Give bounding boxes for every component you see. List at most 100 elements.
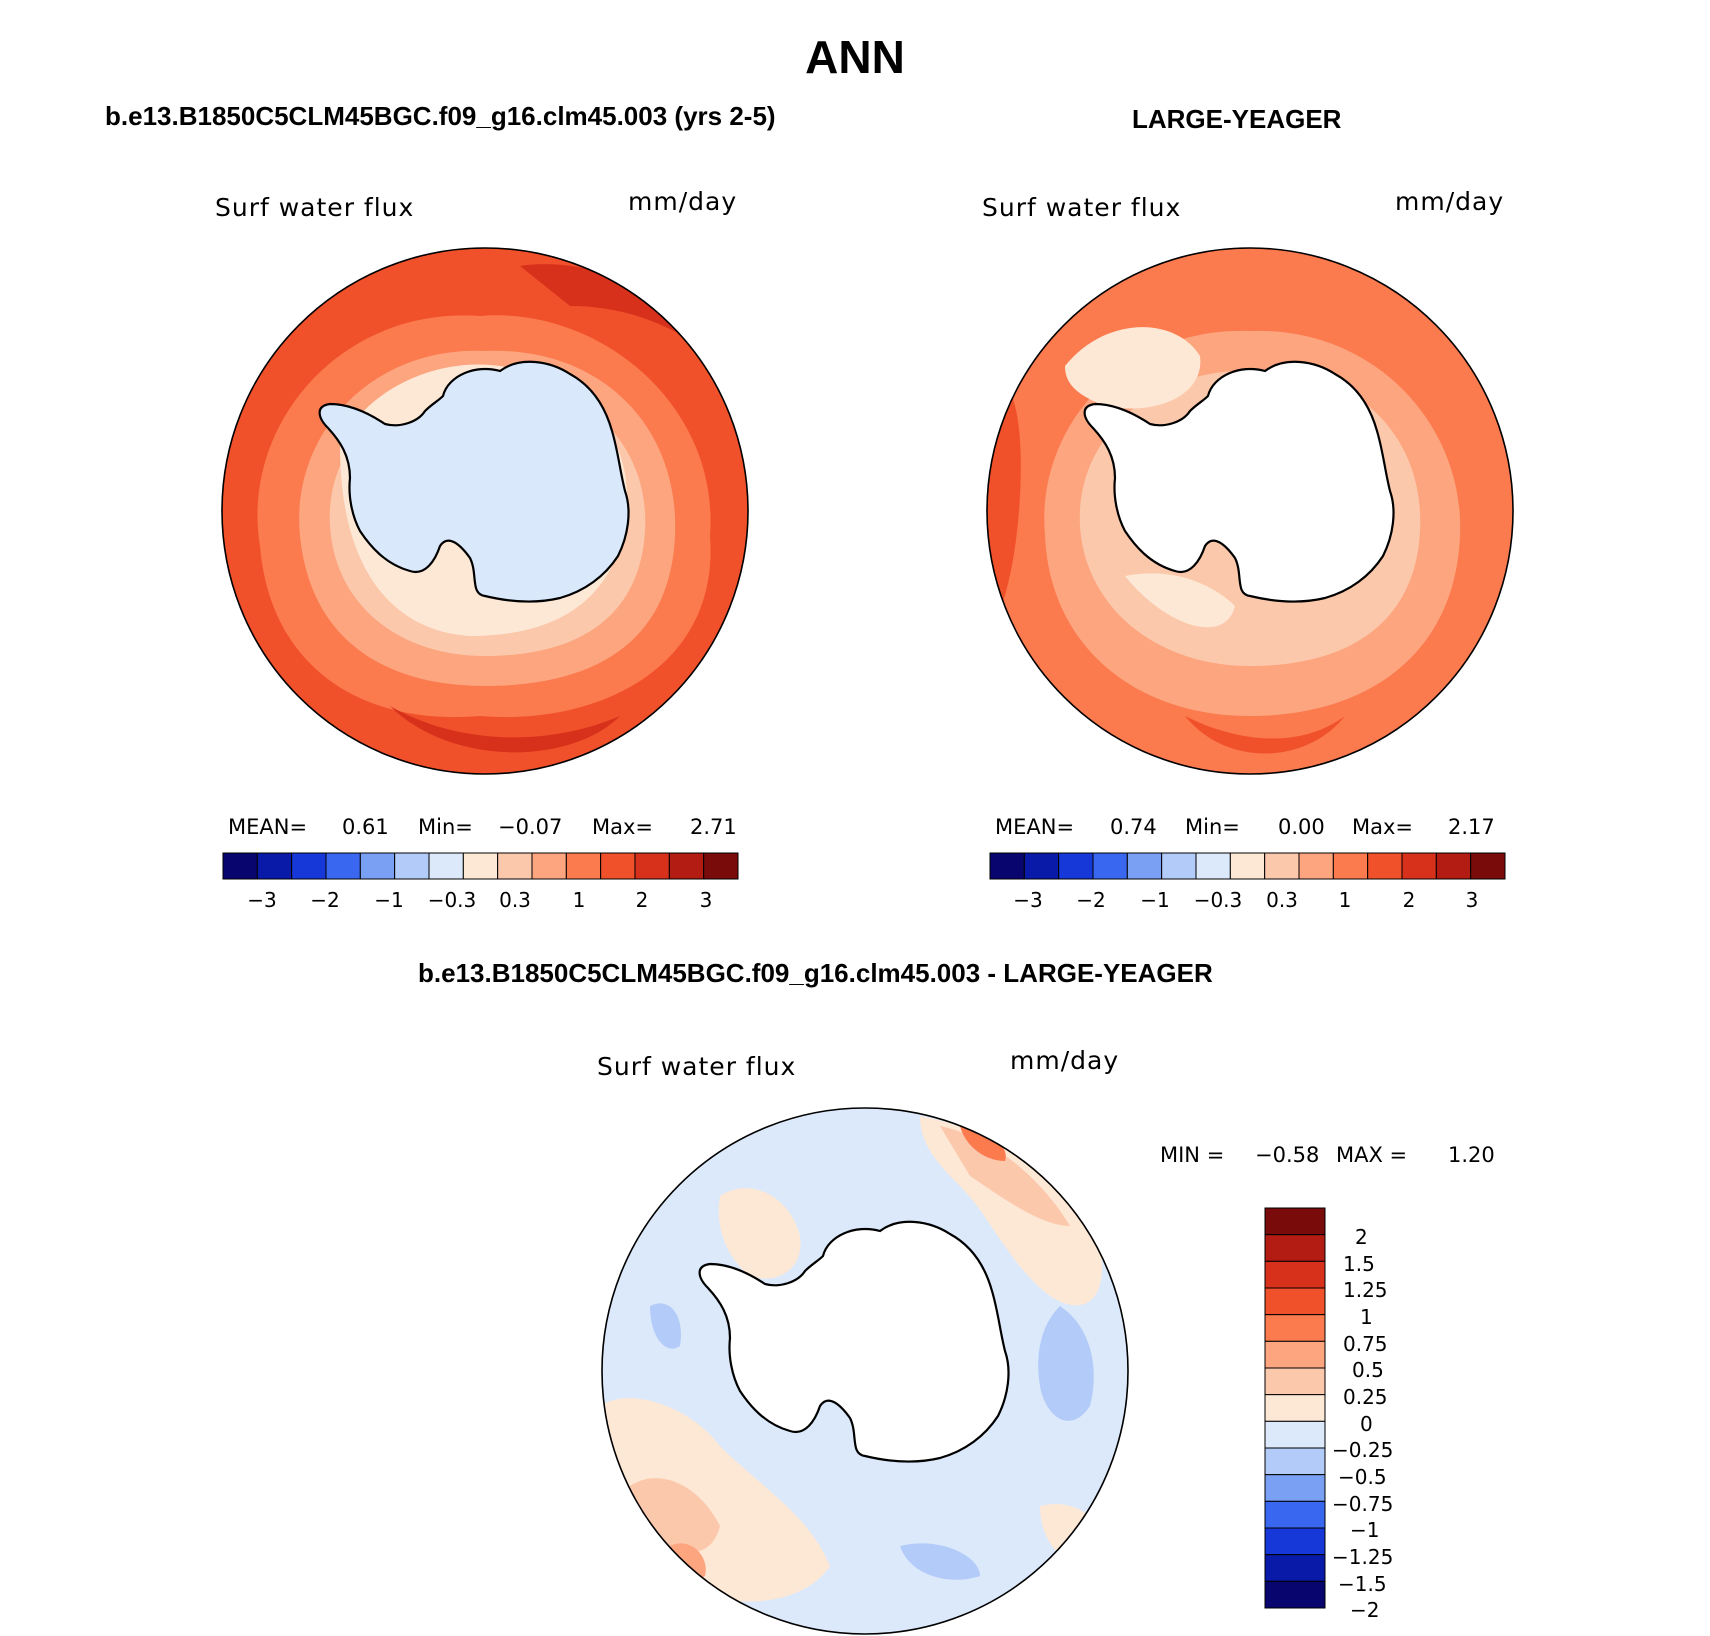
panel-2-colorbar xyxy=(989,852,1506,880)
panel-3-tick: −0.75 xyxy=(1332,1492,1394,1516)
panel-1-title: b.e13.B1850C5CLM45BGC.f09_g16.clm45.003 … xyxy=(105,101,776,131)
colorbar-segment xyxy=(1264,1580,1326,1609)
colorbar-segment xyxy=(1264,1367,1326,1396)
colorbar-segment xyxy=(1264,1527,1326,1556)
colorbar-segment xyxy=(1195,852,1231,880)
panel-1-variable: Surf water flux xyxy=(215,193,415,222)
panel-3-tick: 0.25 xyxy=(1343,1385,1388,1409)
colorbar-segment xyxy=(222,852,258,880)
antarctica-continent xyxy=(1083,360,1395,603)
panel-2-variable: Surf water flux xyxy=(982,193,1182,222)
panel-3-min-label: MIN = xyxy=(1160,1143,1225,1167)
panel-1-tick: 3 xyxy=(699,888,713,912)
colorbar-segment xyxy=(291,852,327,880)
colorbar-segment xyxy=(1298,852,1334,880)
positive-region-ne-strong xyxy=(940,1126,1070,1226)
colorbar-segment xyxy=(1264,1207,1326,1236)
negative-region-south xyxy=(900,1543,980,1580)
panel-2-mean-label: MEAN= xyxy=(995,815,1075,839)
panel-3-tick: −0.25 xyxy=(1332,1438,1394,1462)
colorbar-segment xyxy=(394,852,430,880)
colorbar-segment xyxy=(1435,852,1472,880)
colorbar-segment xyxy=(325,852,361,880)
panel-3-tick: 0 xyxy=(1360,1412,1373,1436)
colorbar-segment xyxy=(1264,1314,1326,1342)
panel-3-max-label: MAX = xyxy=(1336,1143,1408,1167)
panel-2-tick: 0.3 xyxy=(1266,888,1298,912)
panel-1-min-value: −0.07 xyxy=(498,815,563,839)
panel-3-tick: −1.25 xyxy=(1332,1545,1394,1569)
panel-2-mean-value: 0.74 xyxy=(1110,815,1157,839)
colorbar-segment xyxy=(1264,852,1300,880)
colorbar-segment xyxy=(497,852,533,880)
panel-1-tick: 0.3 xyxy=(499,888,531,912)
colorbar-segment xyxy=(1332,852,1369,880)
panel-1-polar-map xyxy=(221,247,749,775)
panel-1-max-value: 2.71 xyxy=(690,815,737,839)
colorbar-segment xyxy=(565,852,602,880)
high-south-region xyxy=(390,706,620,753)
panel-2-tick: −1 xyxy=(1140,888,1170,912)
colorbar-segment xyxy=(1264,1420,1326,1449)
panel-2-tick: −2 xyxy=(1076,888,1106,912)
negative-region-west xyxy=(650,1303,681,1349)
panel-2-max-label: Max= xyxy=(1352,815,1414,839)
panel-3-tick: 1.25 xyxy=(1343,1278,1388,1302)
panel-3-tick: −0.5 xyxy=(1338,1465,1387,1489)
colorbar-segment xyxy=(1264,1554,1326,1582)
panel-2-min-label: Min= xyxy=(1185,815,1240,839)
colorbar-segment xyxy=(1264,1260,1326,1289)
panel-2-polar-map xyxy=(986,247,1514,775)
colorbar-segment xyxy=(1264,1474,1326,1502)
colorbar-segment xyxy=(668,852,705,880)
colorbar-segment xyxy=(1264,1287,1326,1316)
panel-2-tick: −3 xyxy=(1013,888,1043,912)
panel-3-tick: 2 xyxy=(1355,1225,1368,1249)
antarctica-continent xyxy=(318,360,630,603)
panel-3-tick: −1.5 xyxy=(1338,1572,1387,1596)
colorbar-segment xyxy=(1264,1394,1326,1422)
colorbar-segment xyxy=(531,852,567,880)
panel-3-max-value: 1.20 xyxy=(1448,1143,1495,1167)
antarctica-continent xyxy=(698,1220,1010,1463)
panel-3-title: b.e13.B1850C5CLM45BGC.f09_g16.clm45.003 … xyxy=(418,958,1213,988)
colorbar-segment xyxy=(600,852,636,880)
panel-3-tick: 0.75 xyxy=(1343,1332,1388,1356)
panel-3-colorbar xyxy=(1264,1207,1326,1609)
panel-3-tick: −1 xyxy=(1350,1518,1380,1542)
panel-2-tick: −0.3 xyxy=(1193,888,1243,912)
panel-1-mean-label: MEAN= xyxy=(228,815,308,839)
colorbar-segment xyxy=(1058,852,1094,880)
panel-2-tick: 1 xyxy=(1338,888,1352,912)
panel-2-title: LARGE-YEAGER xyxy=(1132,104,1342,134)
panel-2-units: mm/day xyxy=(1395,187,1505,216)
map-border xyxy=(221,247,749,775)
panel-3-tick: 1 xyxy=(1360,1305,1373,1329)
colorbar-segment xyxy=(256,852,293,880)
colorbar-segment xyxy=(1264,1447,1326,1476)
panel-1-tick: −3 xyxy=(247,888,277,912)
panel-1-colorbar xyxy=(222,852,739,880)
panel-3-tick: 0.5 xyxy=(1352,1358,1384,1382)
colorbar-segment xyxy=(1264,1234,1326,1262)
colorbar-segment xyxy=(703,852,739,880)
panel-2-tick: 2 xyxy=(1402,888,1416,912)
colorbar-segment xyxy=(1470,852,1506,880)
panel-3-tick: −2 xyxy=(1350,1598,1380,1622)
colorbar-segment xyxy=(1401,852,1437,880)
colorbar-segment xyxy=(1161,852,1197,880)
panel-1-tick: 2 xyxy=(635,888,649,912)
colorbar-segment xyxy=(1264,1500,1326,1529)
colorbar-segment xyxy=(1229,852,1266,880)
positive-region-ne-peak xyxy=(960,1126,1006,1161)
panel-1-tick: −0.3 xyxy=(427,888,477,912)
panel-3-variable: Surf water flux xyxy=(597,1052,797,1081)
negative-region-east xyxy=(1038,1306,1094,1421)
panel-1-units: mm/day xyxy=(628,187,738,216)
panel-3-tick: 1.5 xyxy=(1343,1252,1375,1276)
colorbar-segment xyxy=(1367,852,1403,880)
colorbar-segment xyxy=(634,852,670,880)
panel-2-tick: 3 xyxy=(1465,888,1479,912)
panel-1-tick: −2 xyxy=(310,888,340,912)
colorbar-segment xyxy=(1264,1340,1326,1369)
